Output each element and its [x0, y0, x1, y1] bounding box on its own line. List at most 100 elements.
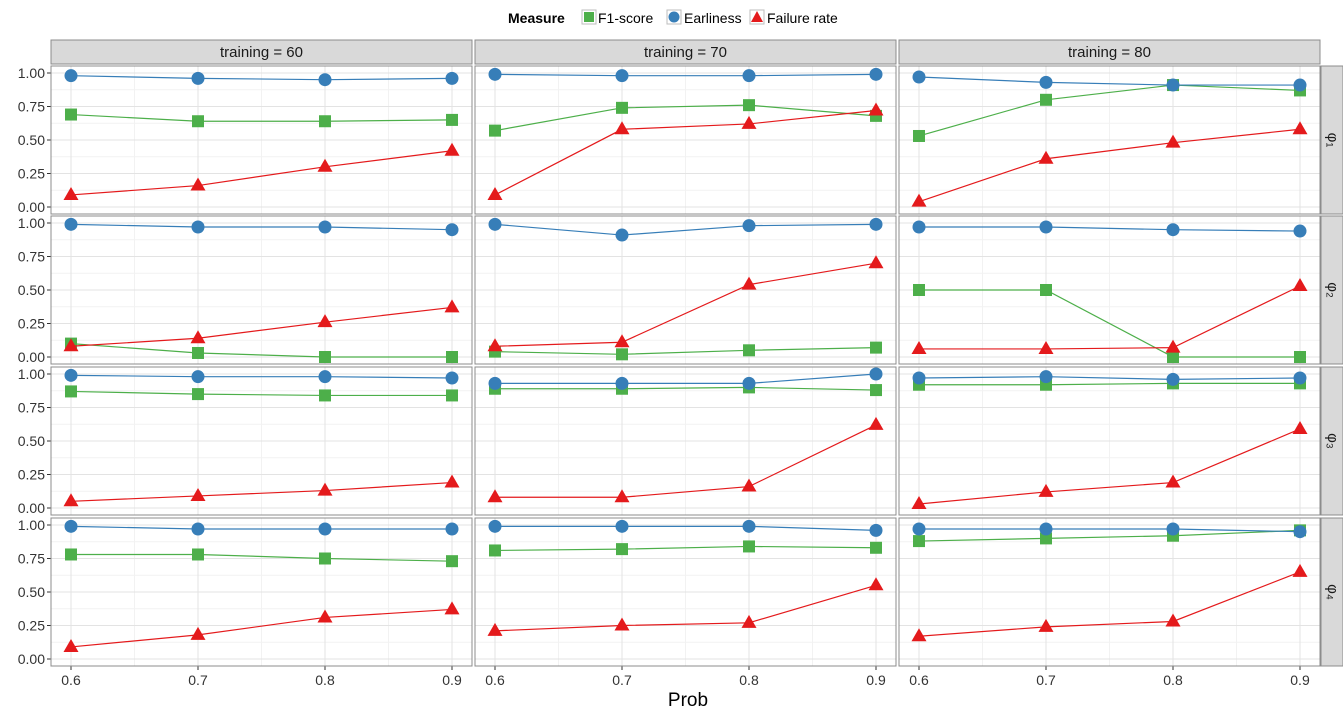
f1-score-point [446, 113, 458, 126]
failure-rate-point [63, 338, 79, 352]
failure-rate-point [614, 489, 630, 503]
failure-rate-point [911, 628, 927, 642]
failure-rate-point [63, 493, 79, 507]
panel-r4-c2 [475, 518, 896, 666]
failure-rate-point [911, 193, 927, 207]
failure-rate-point [190, 626, 206, 640]
earliness-point [64, 69, 78, 83]
failure-rate-point [487, 338, 503, 352]
earliness-point [445, 223, 459, 237]
f1-score-line-r2-c3 [919, 289, 1300, 358]
failure-rate-line-r4-c1 [70, 608, 453, 648]
facet-label-col-3: training = 80 [1068, 44, 1151, 61]
earliness-point [64, 519, 78, 533]
earliness-point [912, 522, 926, 536]
legend: Measure F1-score Earliness Failure rate [508, 9, 838, 26]
earliness-line-r2-c1 [70, 223, 453, 231]
failure-rate-point [868, 255, 884, 269]
earliness-line-r1-c1 [70, 75, 453, 81]
f1-score-point [319, 389, 331, 402]
earliness-point [318, 370, 332, 384]
f1-score-line-r3-c2 [495, 386, 877, 391]
y-tick-label: 0.25 [18, 618, 45, 634]
y-tick-label: 0.00 [18, 651, 45, 667]
failure-rate-point [1038, 618, 1054, 632]
earliness-point [488, 376, 502, 390]
x-tick-label: 0.7 [1036, 672, 1056, 688]
f1-score-point [489, 544, 501, 557]
earliness-point [869, 217, 883, 231]
earliness-line-r4-c3 [919, 528, 1301, 533]
x-tick-label: 0.7 [188, 672, 208, 688]
failure-rate-point [1038, 150, 1054, 164]
f1-score-point [870, 541, 882, 554]
x-tick-label: 0.6 [485, 672, 505, 688]
f1-score-point [1294, 351, 1306, 363]
f1-score-point [192, 388, 204, 401]
f1-score-point [1167, 351, 1179, 363]
earliness-point [1166, 78, 1180, 92]
earliness-point [742, 219, 756, 233]
failure-rate-point [741, 115, 757, 129]
failure-rate-point [868, 577, 884, 591]
failure-rate-point [1292, 563, 1308, 577]
earliness-point [912, 70, 926, 84]
failure-rate-point [1292, 420, 1308, 434]
legend-label-f1-score: F1-score [598, 10, 653, 26]
f1-score-point [446, 389, 458, 402]
f1-score-line-r1-c1 [70, 113, 453, 122]
x-tick-label: 0.6 [909, 672, 929, 688]
y-tick-label: 0.50 [18, 584, 45, 600]
panel-r1-c3 [899, 66, 1320, 214]
x-tick-label: 0.9 [1290, 672, 1310, 688]
earliness-point [1039, 75, 1053, 89]
failure-rate-point [741, 276, 757, 290]
panel-r1-c1 [51, 66, 472, 214]
y-tick-label: 0.25 [18, 467, 45, 483]
f1-score-point [1040, 284, 1052, 296]
earliness-point [615, 228, 629, 242]
facet-strip-col-2 [474, 39, 897, 65]
y-tick-label: 0.75 [18, 99, 45, 115]
failure-rate-point [1165, 474, 1181, 488]
y-tick-label: 0.75 [18, 551, 45, 567]
earliness-point [615, 69, 629, 83]
failure-rate-line-r1-c3 [918, 128, 1301, 203]
panel-r3-c3 [899, 367, 1320, 515]
failure-rate-point [317, 482, 333, 496]
failure-rate-point [614, 617, 630, 631]
x-tick-label: 0.9 [866, 672, 886, 688]
x-tick-label: 0.8 [739, 672, 759, 688]
earliness-point [191, 370, 205, 384]
earliness-point [615, 519, 629, 533]
failure-rate-line-r1-c1 [70, 150, 453, 196]
earliness-point [1293, 371, 1307, 385]
failure-rate-point [911, 340, 927, 354]
earliness-point [1166, 522, 1180, 536]
earliness-point [318, 73, 332, 87]
failure-rate-point [868, 416, 884, 430]
earliness-line-r2-c2 [494, 223, 877, 236]
earliness-point [191, 220, 205, 234]
f1-score-point [319, 552, 331, 565]
failure-rate-point [1165, 339, 1181, 353]
earliness-point [191, 522, 205, 536]
f1-score-point [743, 344, 755, 357]
failure-rate-line-r2-c1 [70, 306, 453, 347]
failure-rate-point [614, 334, 630, 348]
facet-strip-col-3 [898, 39, 1321, 65]
earliness-point [869, 67, 883, 81]
earliness-point [488, 67, 502, 81]
legend-label-earliness: Earliness [684, 10, 742, 26]
earliness-point [64, 217, 78, 231]
earliness-line-r3-c1 [70, 374, 453, 379]
earliness-point [742, 376, 756, 390]
y-tick-label: 0.50 [18, 433, 45, 449]
failure-rate-point [487, 489, 503, 503]
failure-rate-point [317, 158, 333, 172]
failure-rate-point [63, 638, 79, 652]
earliness-line-r1-c2 [494, 73, 877, 77]
f1-score-point [1040, 532, 1052, 545]
failure-rate-line-r2-c3 [919, 285, 1301, 350]
failure-rate-point [1038, 483, 1054, 497]
